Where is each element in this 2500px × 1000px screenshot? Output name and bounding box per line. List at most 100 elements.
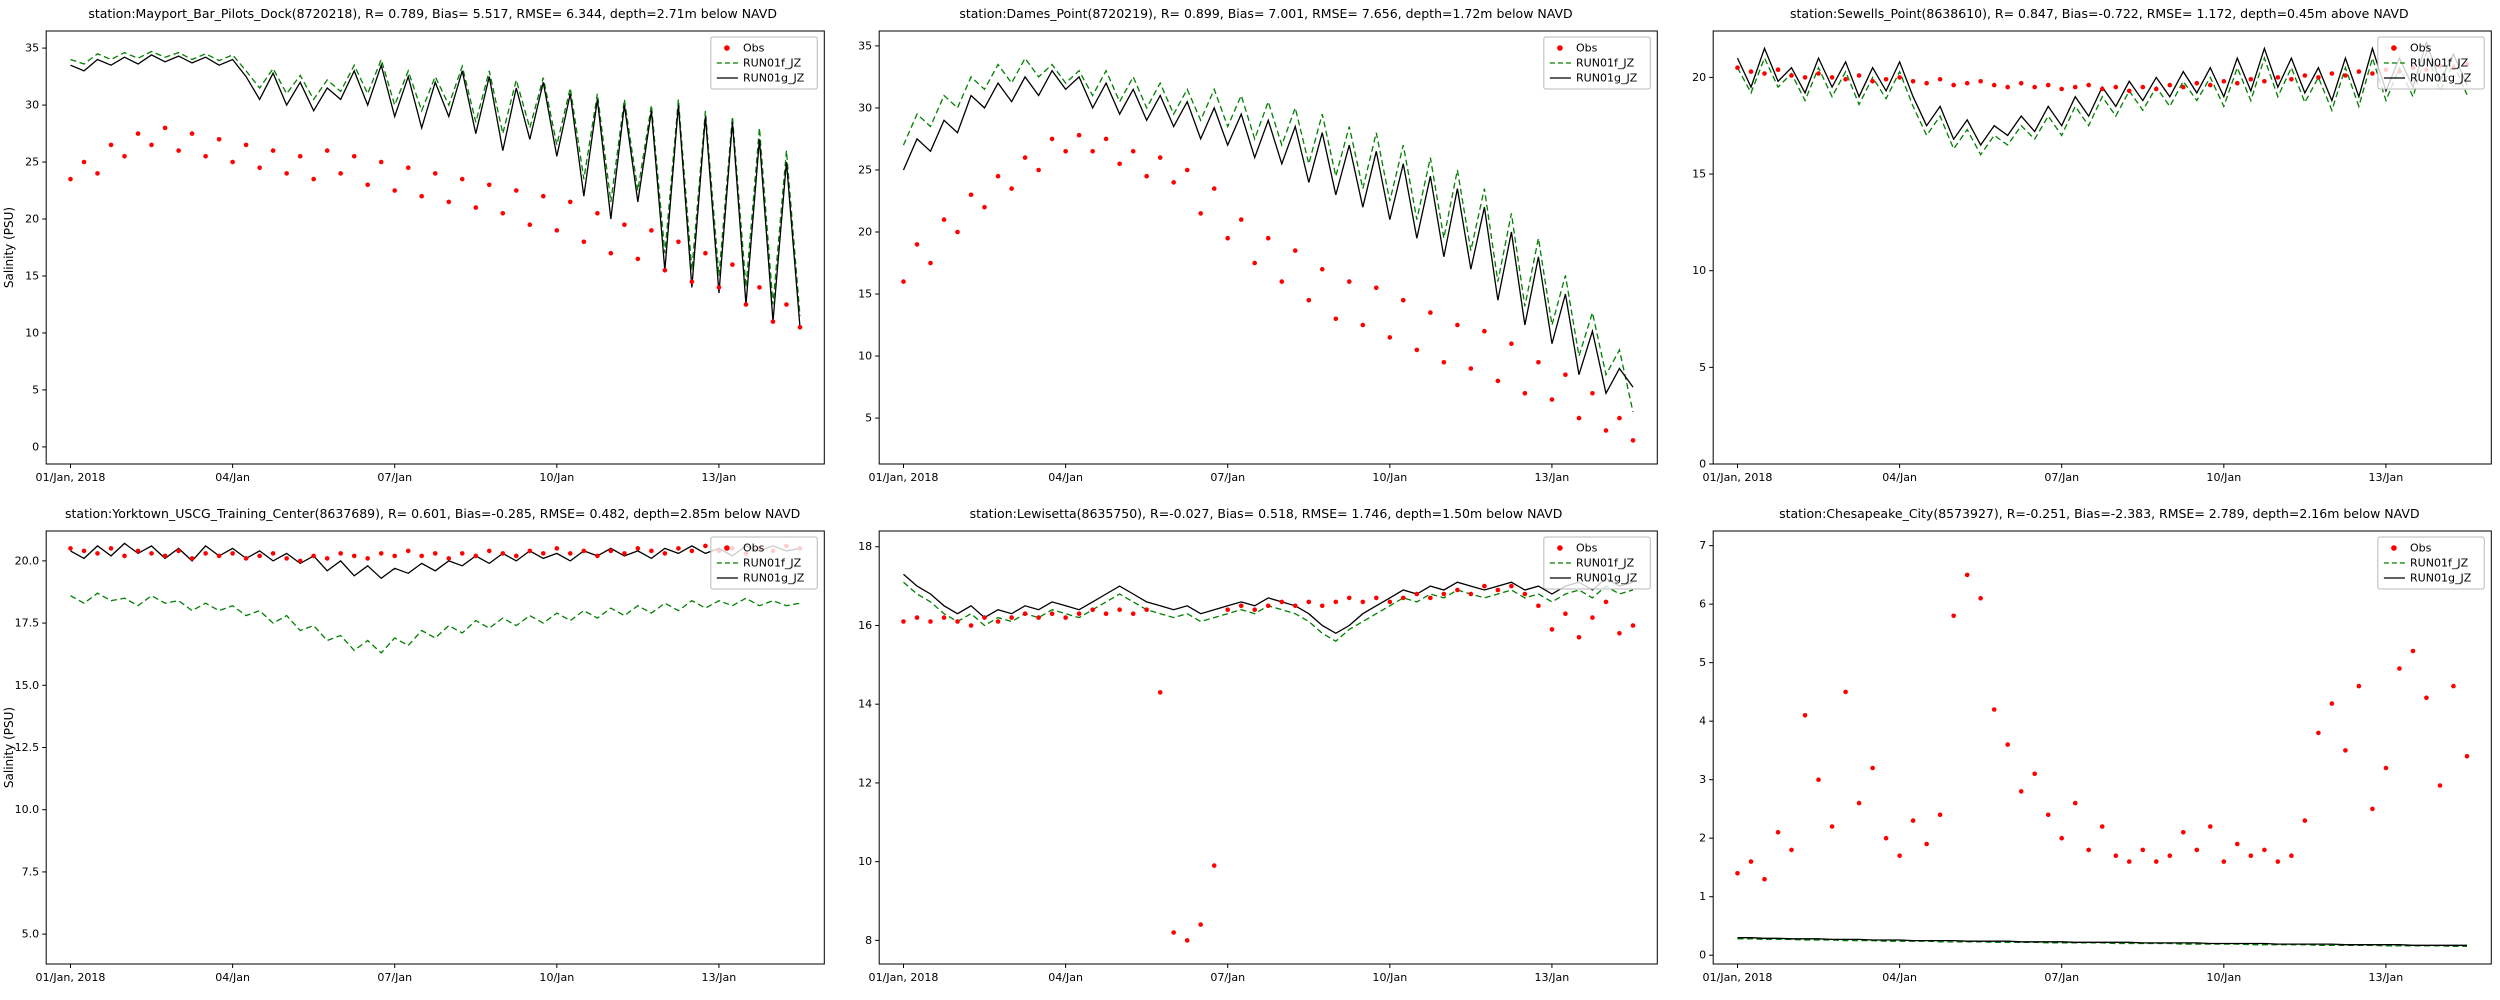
y-tick-label: 20 xyxy=(25,213,39,226)
y-tick-label: 30 xyxy=(25,99,39,112)
legend-label: RUN01g_JZ xyxy=(2410,572,2472,585)
y-tick-label: 15.0 xyxy=(15,679,40,692)
y-tick-label: 20.0 xyxy=(15,554,40,567)
y-tick-label: 20 xyxy=(1692,71,1706,84)
chart-panel-2: station:Dames_Point(8720219), R= 0.899, … xyxy=(833,0,1667,500)
y-tick-label: 0 xyxy=(32,440,39,453)
series-line-RUN01g_JZ xyxy=(70,542,801,580)
chart-plot: 0 5 10 15 20 01/Jan, 2018 04/Jan 07/Jan 10/Jan 13… xyxy=(1692,30,2492,484)
legend-label: RUN01g_JZ xyxy=(743,72,805,85)
y-tick-label: 10 xyxy=(858,855,872,868)
x-tick-label: 07/Jan xyxy=(1211,971,1246,984)
series-line-RUN01f_JZ xyxy=(70,50,801,316)
x-tick-label: 01/Jan, 2018 xyxy=(36,971,106,984)
series-scatter-Obs xyxy=(68,125,803,330)
x-tick-label: 07/Jan xyxy=(377,971,412,984)
y-tick-label: 30 xyxy=(858,101,872,114)
legend-box xyxy=(1543,36,1652,90)
x-tick-label: 10/Jan xyxy=(539,971,574,984)
series-line-RUN01f_JZ xyxy=(903,57,1634,413)
axes-box xyxy=(45,530,825,965)
y-tick-label: 12.5 xyxy=(15,741,40,754)
chart-title: station:Yorktown_USCG_Training_Center(86… xyxy=(65,506,801,521)
y-tick-label: 10 xyxy=(858,350,872,363)
series-line-RUN01g_JZ xyxy=(1736,40,2468,147)
chart-plot: 0 1 2 3 4 5 6 7 01/Jan, 2018 04/Jan 07/Jan 10/Jan 13… xyxy=(1699,530,2492,984)
legend-box xyxy=(1543,536,1652,590)
chart-plot: 8 10 12 14 16 18 01/Jan, 2018 04/Jan 07/Jan 10/Ja… xyxy=(858,530,1659,984)
series-line-RUN01g_JZ xyxy=(70,54,801,328)
x-tick-label: 04/Jan xyxy=(215,471,250,484)
chart-title: station:Lewisetta(8635750), R=-0.027, Bi… xyxy=(969,506,1563,521)
legend-label: RUN01f_JZ xyxy=(743,57,802,70)
x-tick-label: 13/Jan xyxy=(702,971,737,984)
legend-marker-obs xyxy=(2390,45,2397,51)
y-tick-label: 5 xyxy=(1699,361,1706,374)
y-tick-label: 5 xyxy=(865,412,872,425)
y-tick-label: 25 xyxy=(25,156,39,169)
y-tick-label: 3 xyxy=(1699,773,1706,786)
axes-box xyxy=(45,30,825,465)
legend-label: Obs xyxy=(743,542,765,555)
chart-plot: 5 10 15 20 25 30 35 01/Jan, 2018 04/Jan 07/Jan 10/… xyxy=(858,30,1659,484)
legend-label: Obs xyxy=(1576,42,1598,55)
axes-box xyxy=(879,30,1659,465)
x-tick-label: 04/Jan xyxy=(1882,971,1917,984)
y-tick-label: 1 xyxy=(1699,890,1706,903)
chart-panel-5: station:Lewisetta(8635750), R=-0.027, Bi… xyxy=(833,500,1667,1000)
y-tick-label: 5 xyxy=(1699,656,1706,669)
y-tick-label: 5 xyxy=(32,383,39,396)
legend-marker-obs xyxy=(1557,545,1564,551)
axes-box xyxy=(1712,30,2492,465)
y-tick-label: 17.5 xyxy=(15,617,40,630)
x-tick-label: 07/Jan xyxy=(1211,471,1246,484)
legend-marker-obs xyxy=(724,45,730,51)
x-tick-label: 07/Jan xyxy=(377,471,412,484)
chart-panel-3: station:Sewells_Point(8638610), R= 0.847… xyxy=(1666,0,2500,500)
y-tick-label: 5.0 xyxy=(22,928,40,941)
y-tick-label: 2 xyxy=(1699,832,1706,845)
y-tick-label: 6 xyxy=(1699,598,1706,611)
y-tick-label: 16 xyxy=(858,619,872,632)
y-tick-label: 10 xyxy=(1692,264,1706,277)
legend-box xyxy=(2376,536,2485,590)
x-tick-label: 01/Jan, 2018 xyxy=(869,471,939,484)
series-line-RUN01g_JZ xyxy=(903,573,1634,635)
chart-panel-1: station:Mayport_Bar_Pilots_Dock(8720218)… xyxy=(0,0,834,500)
x-tick-label: 01/Jan, 2018 xyxy=(36,471,106,484)
axes-box xyxy=(1712,530,2492,965)
y-tick-label: 0 xyxy=(1699,458,1706,471)
x-tick-label: 10/Jan xyxy=(1373,471,1408,484)
y-axis-label: Salinity (PSU) xyxy=(2,707,16,788)
y-tick-label: 4 xyxy=(1699,715,1706,728)
y-tick-label: 35 xyxy=(858,39,872,52)
chart-title: station:Dames_Point(8720219), R= 0.899, … xyxy=(959,6,1573,21)
x-tick-label: 13/Jan xyxy=(702,471,737,484)
x-tick-label: 04/Jan xyxy=(1882,471,1917,484)
legend-label: RUN01g_JZ xyxy=(2410,72,2472,85)
legend-label: Obs xyxy=(1576,542,1598,555)
x-tick-label: 10/Jan xyxy=(2206,971,2241,984)
y-tick-label: 20 xyxy=(858,226,872,239)
y-tick-label: 0 xyxy=(1699,949,1706,962)
series-line-RUN01g_JZ xyxy=(903,69,1634,396)
legend-marker-obs xyxy=(2390,545,2397,551)
axes-box xyxy=(879,530,1659,965)
chart-title: station:Sewells_Point(8638610), R= 0.847… xyxy=(1790,6,2409,21)
legend-label: RUN01g_JZ xyxy=(743,572,805,585)
chart-panel-6: station:Chesapeake_City(8573927), R=-0.2… xyxy=(1666,500,2500,1000)
legend-label: RUN01f_JZ xyxy=(1576,557,1635,570)
x-tick-label: 10/Jan xyxy=(2206,471,2241,484)
chart-panel-4: station:Yorktown_USCG_Training_Center(86… xyxy=(0,500,834,1000)
x-tick-label: 10/Jan xyxy=(1373,971,1408,984)
series-line-RUN01f_JZ xyxy=(1736,50,2468,156)
x-tick-label: 07/Jan xyxy=(2044,971,2079,984)
series-scatter-Obs xyxy=(901,583,1636,943)
y-tick-label: 8 xyxy=(865,934,872,947)
chart-title: station:Mayport_Bar_Pilots_Dock(8720218)… xyxy=(88,6,777,21)
x-tick-label: 13/Jan xyxy=(1535,471,1570,484)
x-tick-label: 04/Jan xyxy=(1049,471,1084,484)
y-tick-label: 10 xyxy=(25,326,39,339)
legend-marker-obs xyxy=(1557,45,1564,51)
